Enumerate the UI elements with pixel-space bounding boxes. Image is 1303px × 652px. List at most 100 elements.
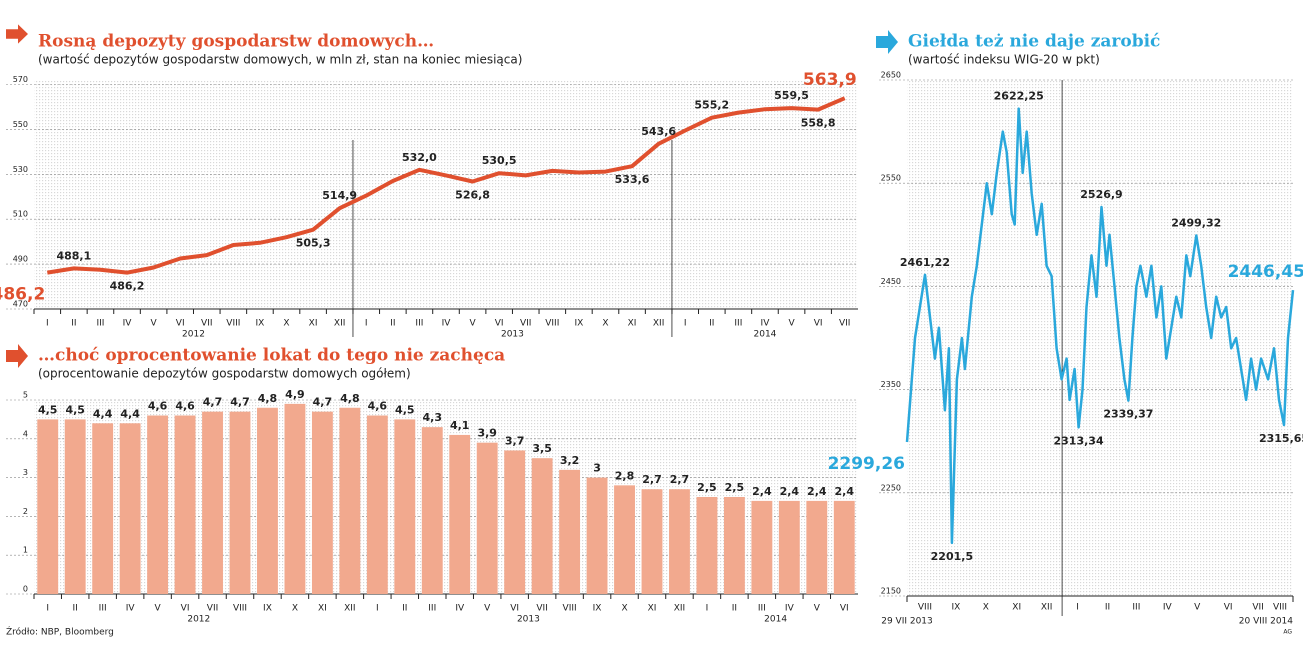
data-label: 3 bbox=[593, 462, 601, 475]
x-tick-label: II bbox=[709, 319, 714, 329]
chart-title: Rosną depozyty gospodarstw domowych… bbox=[38, 32, 434, 52]
bar bbox=[202, 411, 223, 594]
data-label: 3,5 bbox=[532, 442, 552, 455]
data-label: 533,6 bbox=[615, 173, 650, 186]
x-tick-label: VII bbox=[520, 319, 531, 329]
x-tick-label: III bbox=[99, 604, 107, 614]
series-line bbox=[905, 107, 1295, 545]
bar bbox=[833, 500, 855, 594]
x-tick-label: V bbox=[155, 604, 162, 614]
y-tick-label: 2650 bbox=[881, 71, 901, 80]
x-tick-label: VI bbox=[840, 604, 849, 614]
arrow bbox=[876, 30, 898, 54]
data-label: 2,4 bbox=[752, 485, 772, 498]
data-label: 2,8 bbox=[615, 469, 635, 482]
data-label: 2526,9 bbox=[1080, 188, 1122, 201]
x-tick-label: XII bbox=[334, 319, 345, 329]
bar bbox=[504, 450, 526, 594]
data-label: 4,8 bbox=[258, 392, 278, 405]
y-tick-label: 2550 bbox=[881, 174, 901, 183]
y-tick-label: 530 bbox=[13, 165, 28, 174]
y-tick-label: 3 bbox=[23, 468, 28, 477]
bar bbox=[229, 411, 251, 594]
x-tick-label: III bbox=[96, 319, 104, 329]
data-label: 558,8 bbox=[801, 117, 836, 130]
data-label: 559,5 bbox=[774, 89, 809, 102]
y-tick-label: 4 bbox=[23, 429, 28, 438]
x-tick-label: II bbox=[1105, 603, 1110, 613]
x-tick-label: II bbox=[390, 319, 395, 329]
x-tick-label: I bbox=[376, 604, 379, 614]
data-label: 4,5 bbox=[65, 403, 85, 416]
data-label: 3,2 bbox=[560, 454, 580, 467]
data-label: 2,4 bbox=[835, 485, 855, 498]
data-label: 486,2 bbox=[0, 285, 45, 305]
data-label: 2,7 bbox=[642, 473, 662, 486]
x-tick-label: II bbox=[732, 604, 737, 614]
data-label: 543,6 bbox=[641, 125, 676, 138]
credit: AG bbox=[1283, 629, 1292, 636]
bar bbox=[531, 458, 553, 594]
x-tick-label: XII bbox=[674, 604, 685, 614]
data-label: 2201,5 bbox=[931, 550, 973, 563]
x-tick-label: XII bbox=[1041, 603, 1052, 613]
bar bbox=[806, 500, 828, 594]
data-label: 486,2 bbox=[110, 280, 145, 293]
data-label: 2339,37 bbox=[1103, 408, 1153, 421]
bar bbox=[119, 423, 141, 594]
x-tick-label: V bbox=[788, 319, 795, 329]
data-label: 2461,22 bbox=[900, 256, 950, 269]
data-label: 4,6 bbox=[148, 400, 168, 413]
x-tick-label: III bbox=[758, 604, 766, 614]
bar bbox=[92, 423, 114, 594]
x-tick-label: VI bbox=[814, 319, 823, 329]
x-tick-label: XI bbox=[628, 319, 637, 329]
data-label: 2,4 bbox=[807, 485, 827, 498]
x-tick-label: XII bbox=[344, 604, 355, 614]
year-label: 2012 bbox=[187, 615, 210, 625]
x-tick-label: III bbox=[734, 319, 742, 329]
y-tick-label: 470 bbox=[13, 300, 28, 309]
data-label: 4,4 bbox=[93, 407, 113, 420]
bar bbox=[586, 477, 608, 594]
date-label: 29 VII 2013 bbox=[881, 617, 933, 627]
data-label: 3,7 bbox=[505, 434, 525, 447]
data-label: 2499,32 bbox=[1171, 217, 1221, 230]
y-tick-label: 2450 bbox=[881, 277, 901, 286]
y-tick-label: 2150 bbox=[881, 587, 901, 596]
arrow bbox=[6, 24, 28, 44]
x-tick-label: VII bbox=[536, 604, 547, 614]
data-label: 563,9 bbox=[803, 70, 857, 90]
x-tick-label: IX bbox=[263, 604, 272, 614]
y-tick-label: 2 bbox=[23, 507, 28, 516]
data-label: 4,5 bbox=[38, 403, 58, 416]
x-tick-label: VI bbox=[181, 604, 190, 614]
bar bbox=[449, 434, 471, 594]
series-line bbox=[46, 96, 846, 275]
x-tick-label: IV bbox=[442, 319, 452, 329]
x-tick-label: IX bbox=[256, 319, 265, 329]
bar bbox=[476, 442, 498, 594]
data-label: 2,4 bbox=[780, 485, 800, 498]
x-tick-label: I bbox=[1076, 603, 1079, 613]
x-tick-label: IV bbox=[785, 604, 795, 614]
bar bbox=[366, 415, 388, 594]
bar bbox=[174, 415, 196, 594]
x-tick-label: II bbox=[73, 604, 78, 614]
y-tick-label: 2350 bbox=[881, 380, 901, 389]
chart-subtitle: (wartość depozytów gospodarstw domowych,… bbox=[38, 53, 522, 67]
data-label: 2446,45 bbox=[1228, 262, 1303, 282]
x-tick-label: IX bbox=[574, 319, 583, 329]
x-tick-label: X bbox=[283, 319, 289, 329]
data-label: 4,8 bbox=[340, 392, 360, 405]
data-label: 530,5 bbox=[482, 154, 517, 167]
bar bbox=[696, 497, 718, 594]
bar bbox=[257, 407, 278, 594]
year-label: 2012 bbox=[182, 330, 205, 340]
x-tick-label: XI bbox=[309, 319, 318, 329]
date-label: 20 VIII 2014 bbox=[1239, 617, 1293, 627]
bar bbox=[641, 489, 663, 594]
data-label: 2622,25 bbox=[994, 90, 1044, 103]
x-tick-label: I bbox=[706, 604, 709, 614]
